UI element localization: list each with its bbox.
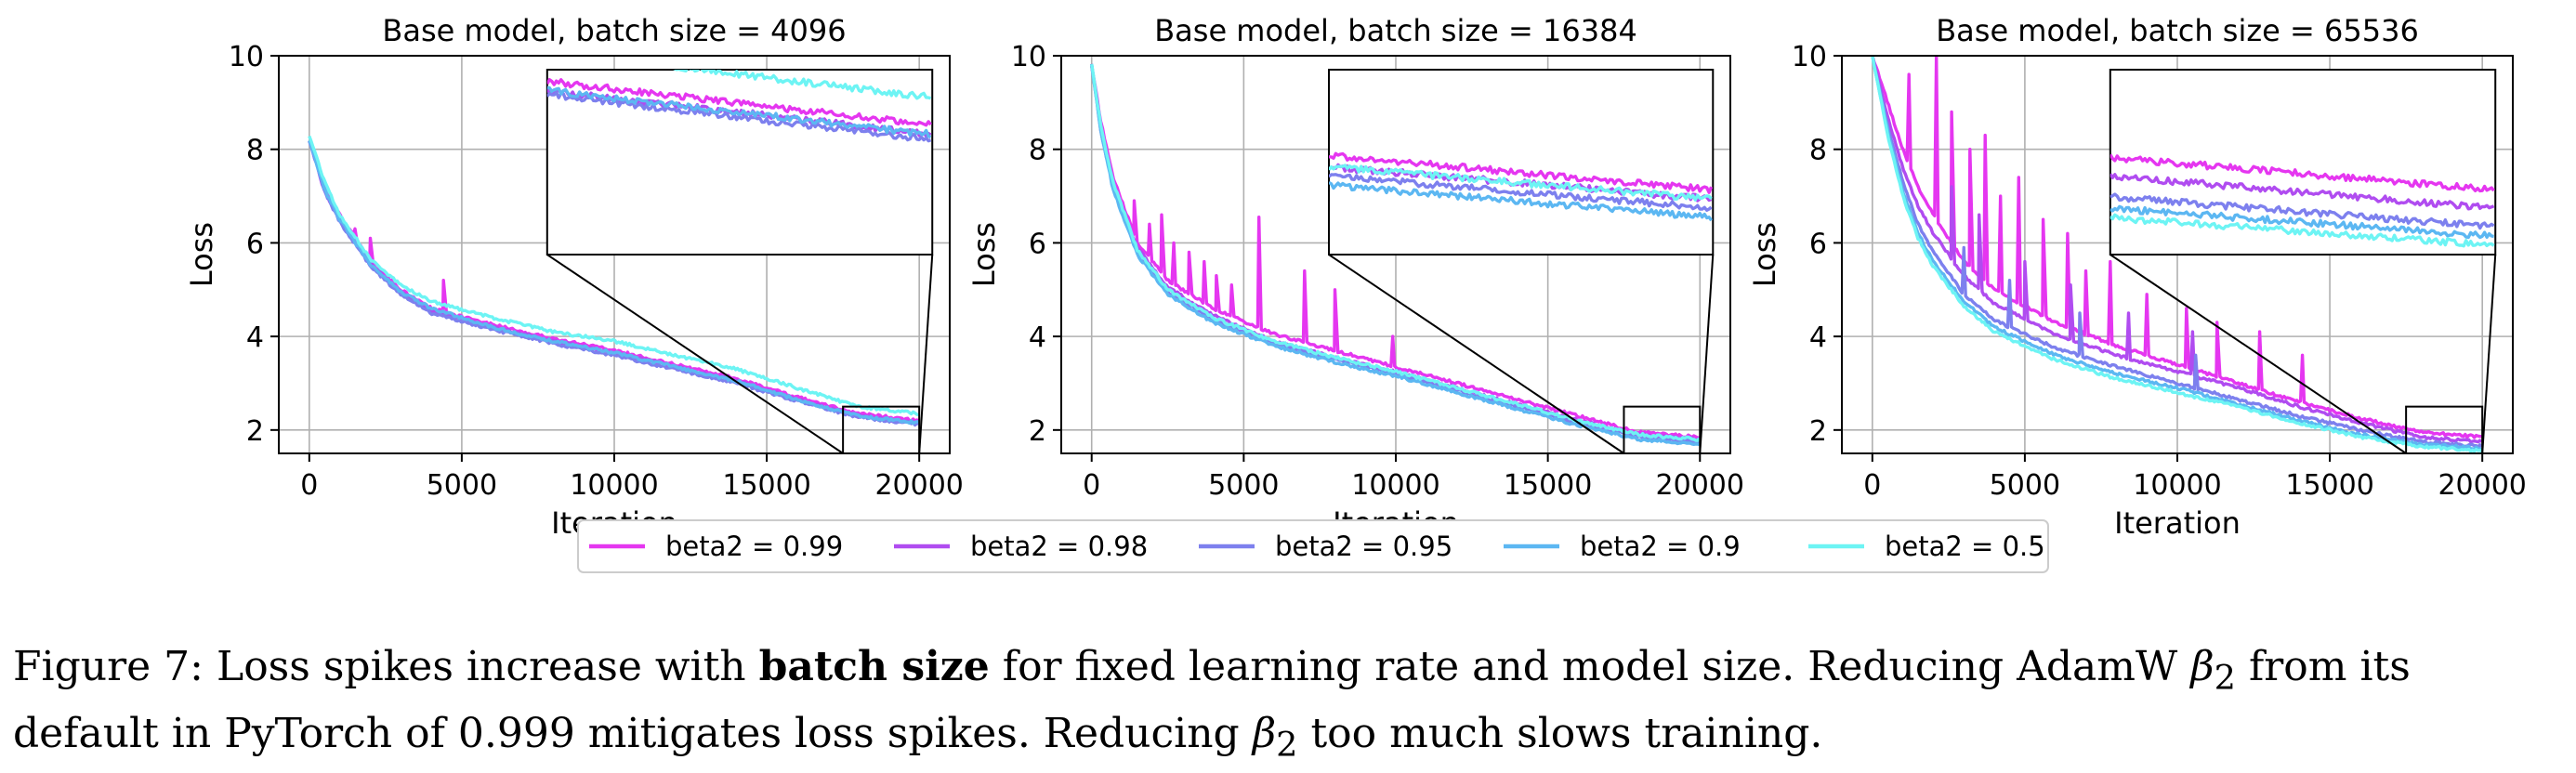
series-line-5 — [308, 135, 919, 416]
legend-label-1: beta2 = 0.99 — [665, 531, 843, 562]
series-line-1 — [1090, 65, 1700, 439]
series-line-4 — [308, 139, 919, 426]
caption-beta-symbol-2: β — [1252, 709, 1277, 757]
y-tick-label: 8 — [246, 135, 264, 167]
x-tick-label: 15000 — [1504, 469, 1592, 502]
inset-series-line-1 — [546, 78, 932, 127]
x-tick-label: 10000 — [570, 469, 658, 502]
series-line-1 — [1871, 56, 2482, 439]
zoom-connector — [2109, 254, 2407, 454]
zoom-connector — [1328, 254, 1625, 454]
inset-series-group — [546, 70, 932, 143]
y-tick-label: 8 — [1029, 135, 1046, 167]
caption-beta-symbol: β — [2190, 643, 2215, 690]
caption-line2-end: too much slows training. — [1297, 709, 1823, 757]
inset-series-line-3 — [2109, 192, 2495, 230]
series-group — [1090, 63, 1701, 447]
zoom-box — [842, 405, 921, 455]
x-tick-label: 5000 — [1990, 469, 2060, 502]
inset-series-group — [2109, 153, 2495, 248]
x-tick-label: 10000 — [1351, 469, 1439, 502]
zoom-connector — [2481, 254, 2497, 454]
y-tick-label: 6 — [1809, 228, 1827, 260]
y-tick-label: 2 — [1029, 415, 1046, 448]
legend: beta2 = 0.99 beta2 = 0.98 beta2 = 0.95 beta… — [577, 519, 2049, 573]
legend-label-4: beta2 = 0.9 — [1580, 531, 1741, 562]
chart-panel-2: 05000100001500020000246810IterationLossB… — [966, 13, 1744, 541]
x-tick-label: 5000 — [427, 469, 497, 502]
x-tick-label: 20000 — [874, 469, 963, 502]
inset-series-line-5 — [2109, 213, 2495, 248]
caption-beta-sub: 2 — [2214, 657, 2236, 698]
chart-title: Base model, batch size = 4096 — [382, 13, 846, 48]
caption-line2-start: default in PyTorch of 0.999 mitigates lo… — [13, 709, 1253, 757]
x-axis-label: Iteration — [2114, 505, 2241, 541]
caption-beta-sub-2: 2 — [1276, 724, 1298, 765]
y-tick-label: 6 — [1029, 228, 1046, 260]
chart-title: Base model, batch size = 16384 — [1154, 13, 1637, 48]
x-tick-label: 15000 — [2285, 469, 2373, 502]
chart-title: Base model, batch size = 65536 — [1936, 13, 2419, 48]
y-tick-label: 8 — [1809, 135, 1827, 167]
inset-series-line-3 — [1329, 173, 1713, 212]
series-line-5 — [1871, 56, 2483, 453]
y-tick-label: 10 — [1011, 41, 1046, 73]
inset-series-line-1 — [2109, 153, 2495, 193]
y-tick-label: 4 — [1029, 321, 1046, 354]
series-line-4 — [1090, 64, 1700, 447]
inset-series-line-2 — [2109, 173, 2495, 211]
series-line-3 — [1871, 56, 2483, 449]
x-tick-label: 15000 — [722, 469, 810, 502]
caption-line-2: default in PyTorch of 0.999 mitigates lo… — [13, 706, 2569, 773]
y-tick-label: 2 — [246, 415, 264, 448]
legend-frame — [577, 519, 2049, 573]
legend-label-5: beta2 = 0.5 — [1885, 531, 2045, 562]
figure-caption: Figure 7: Loss spikes increase with batc… — [13, 639, 2569, 773]
x-tick-label: 5000 — [1208, 469, 1279, 502]
zoom-connector — [1699, 254, 1715, 454]
series-group — [1871, 56, 2483, 453]
inset-series-line-4 — [1329, 180, 1713, 222]
x-tick-label: 0 — [300, 469, 318, 502]
series-line-2 — [1871, 56, 2483, 444]
zoom-connector — [546, 254, 844, 454]
y-axis-label: Loss — [1747, 222, 1782, 287]
x-tick-label: 20000 — [2438, 469, 2526, 502]
zoom-connector — [918, 254, 934, 454]
x-tick-label: 0 — [1863, 469, 1881, 502]
caption-line1-rest: for fixed learning rate and model size. … — [989, 643, 2191, 690]
x-tick-label: 0 — [1083, 469, 1100, 502]
zoom-box — [1623, 405, 1702, 455]
y-tick-label: 4 — [246, 321, 264, 354]
inset-series-line-5 — [1329, 164, 1713, 202]
inset-series-line-4 — [546, 85, 932, 139]
chart-panel-1: 05000100001500020000246810IterationLossB… — [184, 13, 964, 541]
caption-line1-end: from its — [2235, 643, 2411, 690]
inset-series-line-5 — [673, 70, 932, 100]
inset-axes — [2109, 69, 2497, 256]
y-axis-label: Loss — [966, 222, 1002, 287]
caption-line-1: Figure 7: Loss spikes increase with batc… — [13, 639, 2569, 706]
y-tick-label: 10 — [1792, 41, 1827, 73]
series-line-5 — [1090, 63, 1701, 442]
inset-series-line-1 — [1329, 151, 1714, 194]
inset-series-group — [1329, 151, 1714, 222]
chart-panel-3: 0 5000 10000 15000 20000 2 4 6 8 10 Iteration Loss B… — [1747, 13, 2527, 541]
y-axis-label: Loss — [184, 222, 219, 287]
y-tick-label: 6 — [246, 228, 264, 260]
x-tick-label: 20000 — [1656, 469, 1744, 502]
x-tick-label: 10000 — [2133, 469, 2221, 502]
y-tick-label: 10 — [229, 41, 264, 73]
series-line-4 — [1871, 56, 2483, 452]
zoom-box — [2405, 405, 2484, 455]
caption-prefix: Figure 7: Loss spikes increase with — [13, 643, 759, 690]
y-tick-label: 2 — [1809, 415, 1827, 448]
legend-label-2: beta2 = 0.98 — [970, 531, 1148, 562]
caption-bold: batch size — [758, 643, 990, 690]
y-tick-label: 4 — [1809, 321, 1827, 354]
series-group — [308, 135, 920, 427]
legend-label-3: beta2 = 0.95 — [1275, 531, 1452, 562]
inset-series-line-4 — [2109, 204, 2494, 240]
